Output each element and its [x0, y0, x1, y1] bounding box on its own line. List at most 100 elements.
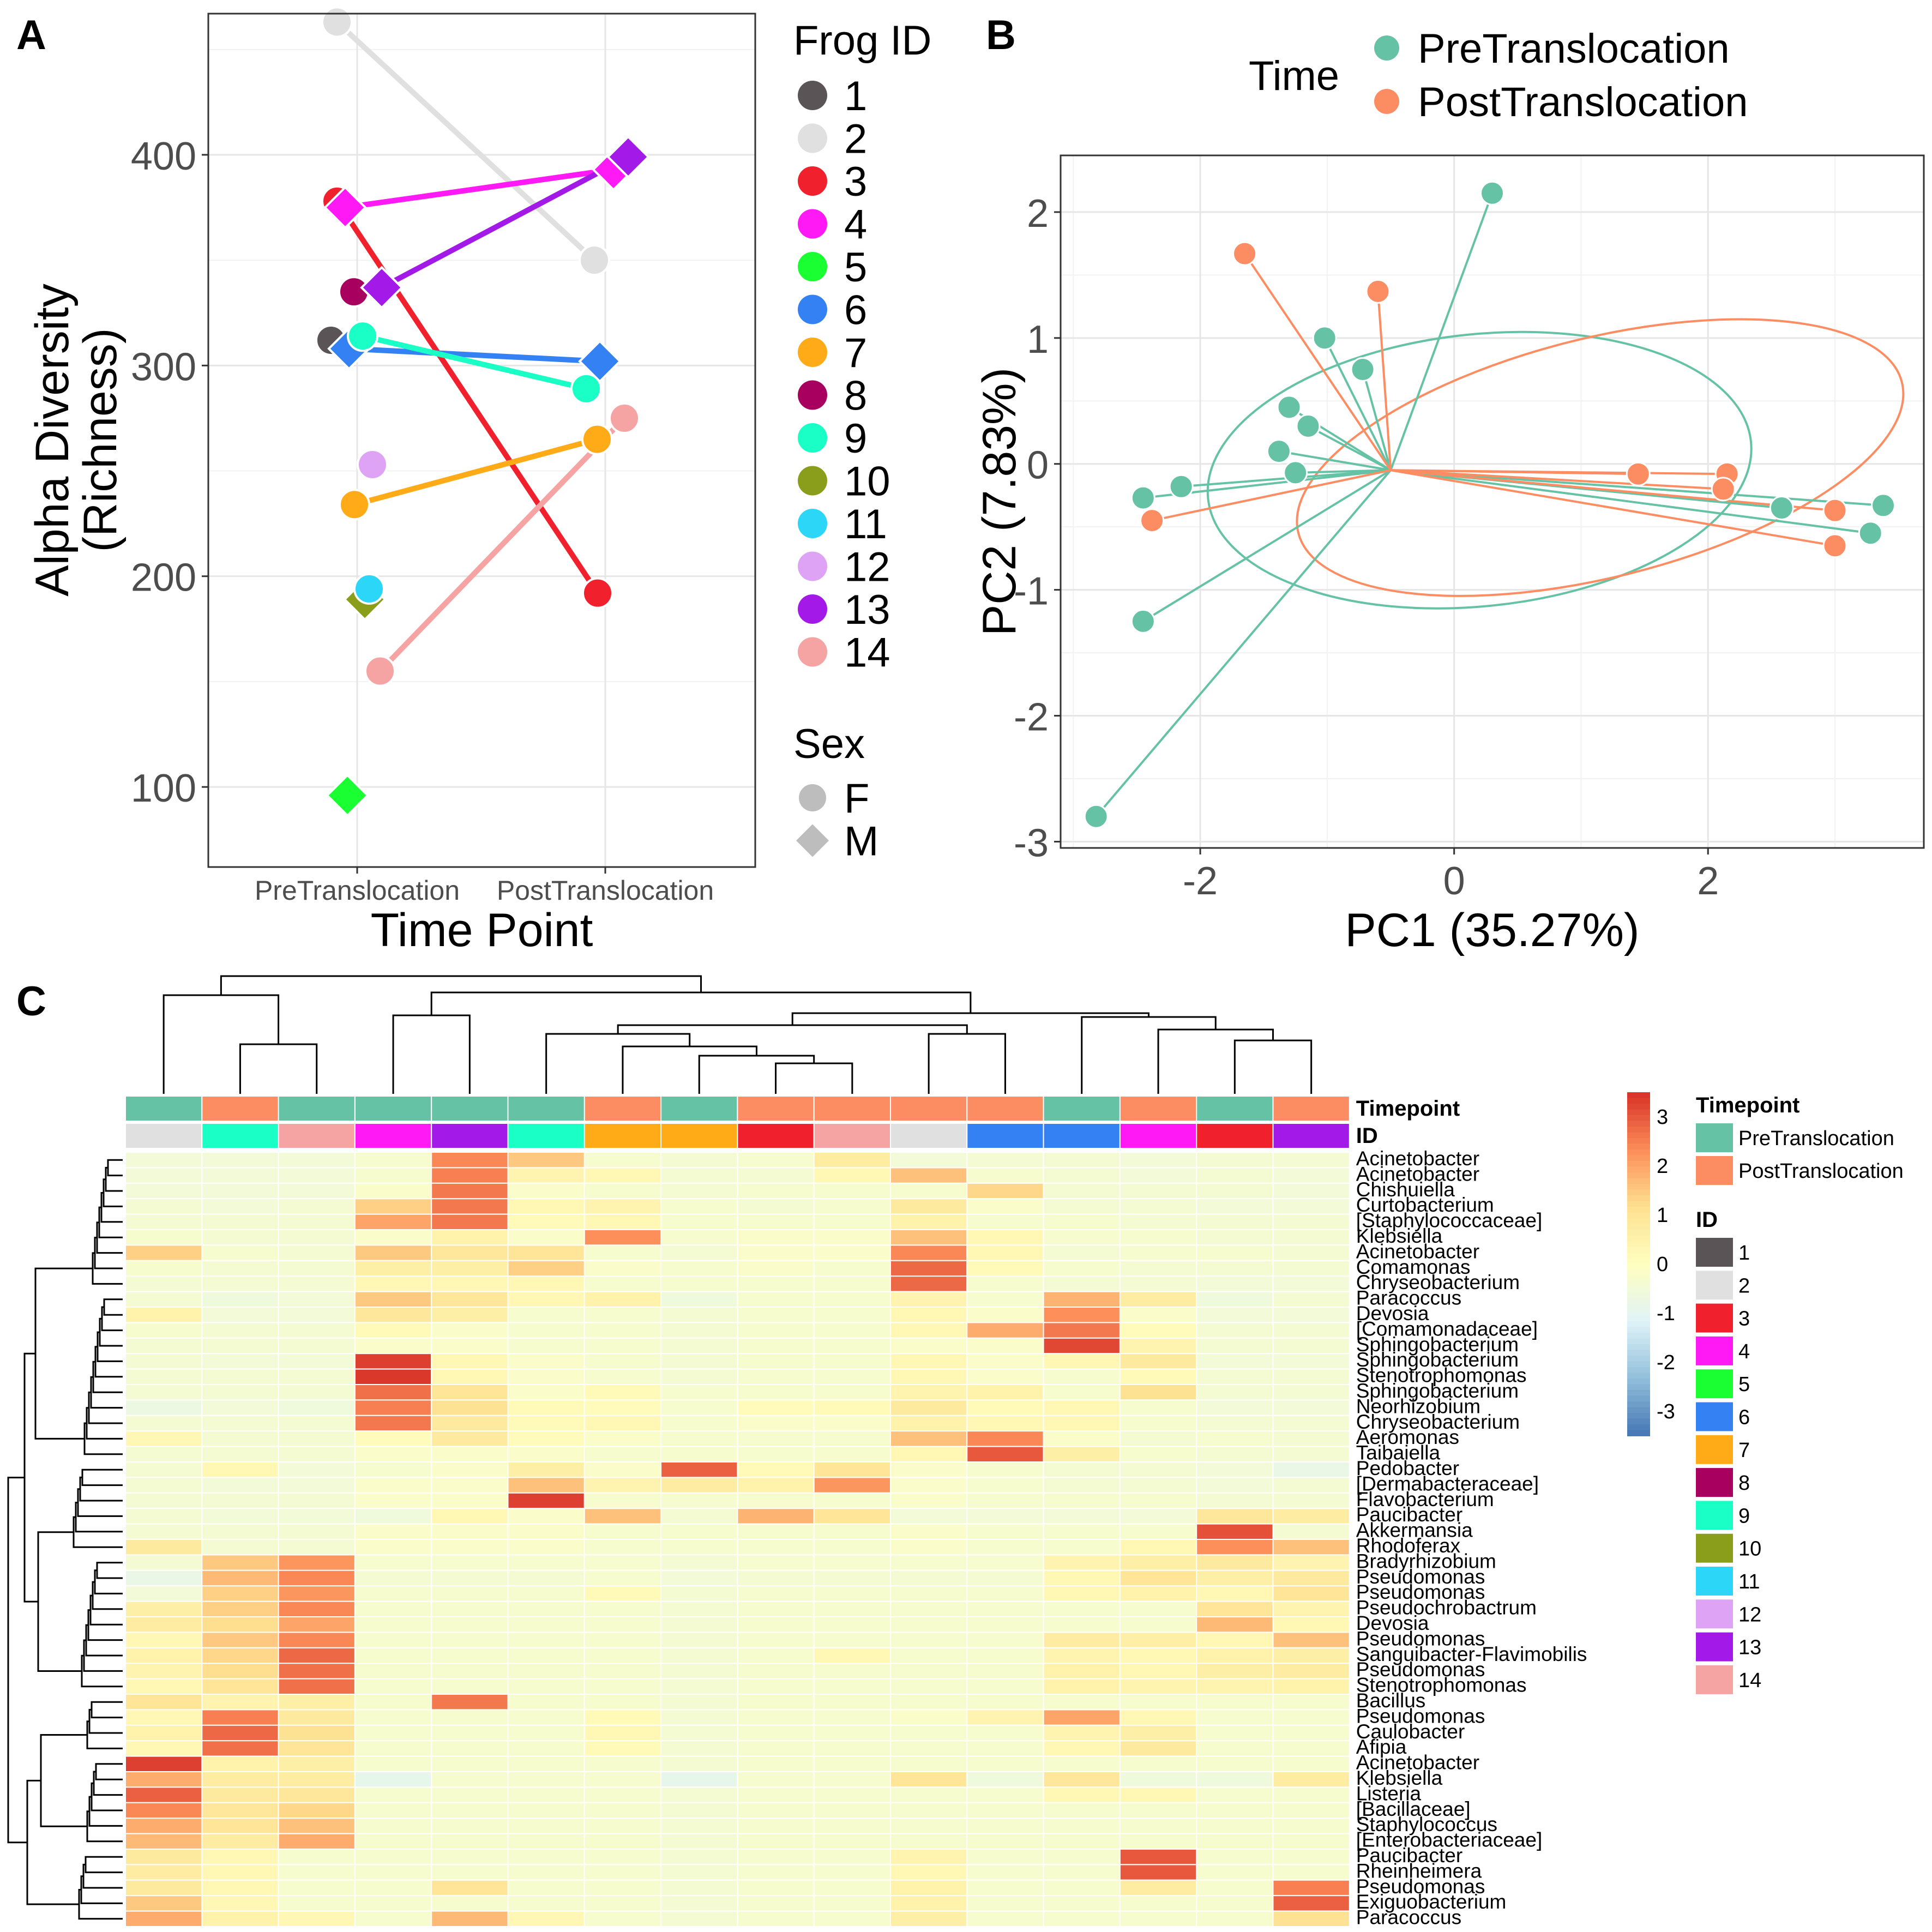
heatmap-cell [431, 1508, 509, 1525]
heatmap-cell [966, 1849, 1044, 1865]
heatmap-cell [813, 1213, 891, 1231]
heatmap-cell [431, 1833, 509, 1850]
heatmap-cell [278, 1508, 356, 1525]
y-tick-label: -1 [1014, 570, 1049, 613]
heatmap-cell [813, 1802, 891, 1819]
color-key-segment [1627, 1264, 1650, 1271]
heatmap-cell [1119, 1182, 1197, 1200]
heatmap-cell [737, 1879, 815, 1897]
spider-line-PreTranslocation [1362, 369, 1392, 471]
legend-key-sex-M [796, 824, 829, 857]
heatmap-cell [1196, 1415, 1274, 1432]
heatmap-cell [813, 1291, 891, 1308]
heatmap-cell [583, 1585, 662, 1602]
heatmap-cell [201, 1368, 279, 1386]
row-label: Acinetobacter [1356, 1147, 1479, 1170]
heatmap-cell [660, 1833, 738, 1850]
heatmap-cell [278, 1849, 356, 1865]
heatmap-cell [431, 1817, 509, 1834]
annotation-id-cell [813, 1123, 891, 1149]
heatmap-cell [1119, 1802, 1197, 1819]
heatmap-cell [201, 1399, 279, 1416]
heatmap-cell [737, 1740, 815, 1757]
heatmap-cell [125, 1244, 203, 1261]
heatmap-cell [583, 1461, 662, 1478]
heatmap-cell [1119, 1152, 1197, 1169]
heatmap-cell [431, 1244, 509, 1261]
heatmap-cell [201, 1817, 279, 1834]
annotation-id-cell [1272, 1123, 1350, 1149]
heatmap-cell [737, 1399, 815, 1416]
annotation-timepoint-cell [890, 1096, 968, 1122]
row-dendrogram-link [100, 1192, 123, 1223]
heatmap-cell [1196, 1709, 1274, 1726]
heatmap-cell [966, 1415, 1044, 1432]
heatmap-cell [507, 1275, 585, 1292]
heatmap-cell [890, 1539, 968, 1556]
heatmap-cell [1272, 1817, 1350, 1834]
heatmap-cell [354, 1260, 432, 1277]
heatmap-cell [1272, 1724, 1350, 1742]
row-label: Rhodoferax [1356, 1534, 1461, 1557]
heatmap-cell [1196, 1895, 1274, 1912]
heatmap-cell [660, 1244, 738, 1261]
point-PostTranslocation [1140, 508, 1165, 533]
heatmap-cell [583, 1709, 662, 1726]
color-key-segment [1627, 1172, 1650, 1179]
heatmap-cell [431, 1663, 509, 1680]
heatmap-cell [583, 1817, 662, 1834]
row-dendrogram-link [91, 1782, 123, 1811]
heatmap-cell [278, 1663, 356, 1680]
heatmap-cell [431, 1322, 509, 1339]
heatmap-cell [1043, 1368, 1121, 1386]
heatmap-cell [1196, 1337, 1274, 1355]
heatmap-cell [966, 1353, 1044, 1370]
color-key-segment [1627, 1132, 1650, 1139]
heatmap-cell [125, 1523, 203, 1540]
row-label: Sanguibacter-Flavimobilis [1356, 1643, 1587, 1665]
heatmap-cell [1043, 1446, 1121, 1463]
heatmap-cell [354, 1833, 432, 1850]
heatmap-cell [660, 1694, 738, 1711]
heatmap-cell [890, 1879, 968, 1897]
row-label: Paucibacter [1356, 1503, 1462, 1526]
row-label: Chishuiella [1356, 1178, 1455, 1201]
color-key-segment [1627, 1189, 1650, 1196]
heatmap-cell [354, 1616, 432, 1633]
heatmap-cell [431, 1786, 509, 1803]
heatmap-cell [354, 1430, 432, 1447]
row-label: Sphingobacterium [1356, 1333, 1519, 1356]
x-tick-label: PreTranslocation [255, 875, 460, 906]
heatmap-cell [1272, 1616, 1350, 1633]
legend-key-id-7 [1696, 1435, 1733, 1464]
heatmap-cell [431, 1430, 509, 1447]
color-key-segment [1627, 1418, 1650, 1425]
legend-key-frog-13 [798, 594, 827, 624]
heatmap-cell [1196, 1554, 1274, 1571]
heatmap-cell [354, 1384, 432, 1401]
heatmap-cell [354, 1849, 432, 1865]
color-key-segment [1627, 1166, 1650, 1173]
heatmap-cell [660, 1879, 738, 1897]
heatmap-cell [583, 1724, 662, 1742]
heatmap-cell [813, 1307, 891, 1323]
heatmap-cell [431, 1585, 509, 1602]
heatmap-cell [1119, 1477, 1197, 1494]
heatmap-cell [813, 1508, 891, 1525]
heatmap-cell [660, 1430, 738, 1447]
heatmap-cell [1272, 1678, 1350, 1695]
row-dendrogram-link [95, 1763, 123, 1780]
color-key-segment [1627, 1407, 1650, 1413]
heatmap-cell [583, 1198, 662, 1215]
heatmap-cell [813, 1849, 891, 1865]
heatmap-cell [125, 1322, 203, 1339]
heatmap-cell [354, 1910, 432, 1928]
heatmap-cell [660, 1198, 738, 1215]
panel-a-label: A [16, 12, 46, 58]
heatmap-cell [507, 1384, 585, 1401]
row-label: Devosia [1356, 1302, 1429, 1325]
heatmap-cell [966, 1213, 1044, 1231]
heatmap-cell [1196, 1740, 1274, 1757]
heatmap-cell [966, 1694, 1044, 1711]
legend-label-id-6: 6 [1738, 1406, 1750, 1429]
